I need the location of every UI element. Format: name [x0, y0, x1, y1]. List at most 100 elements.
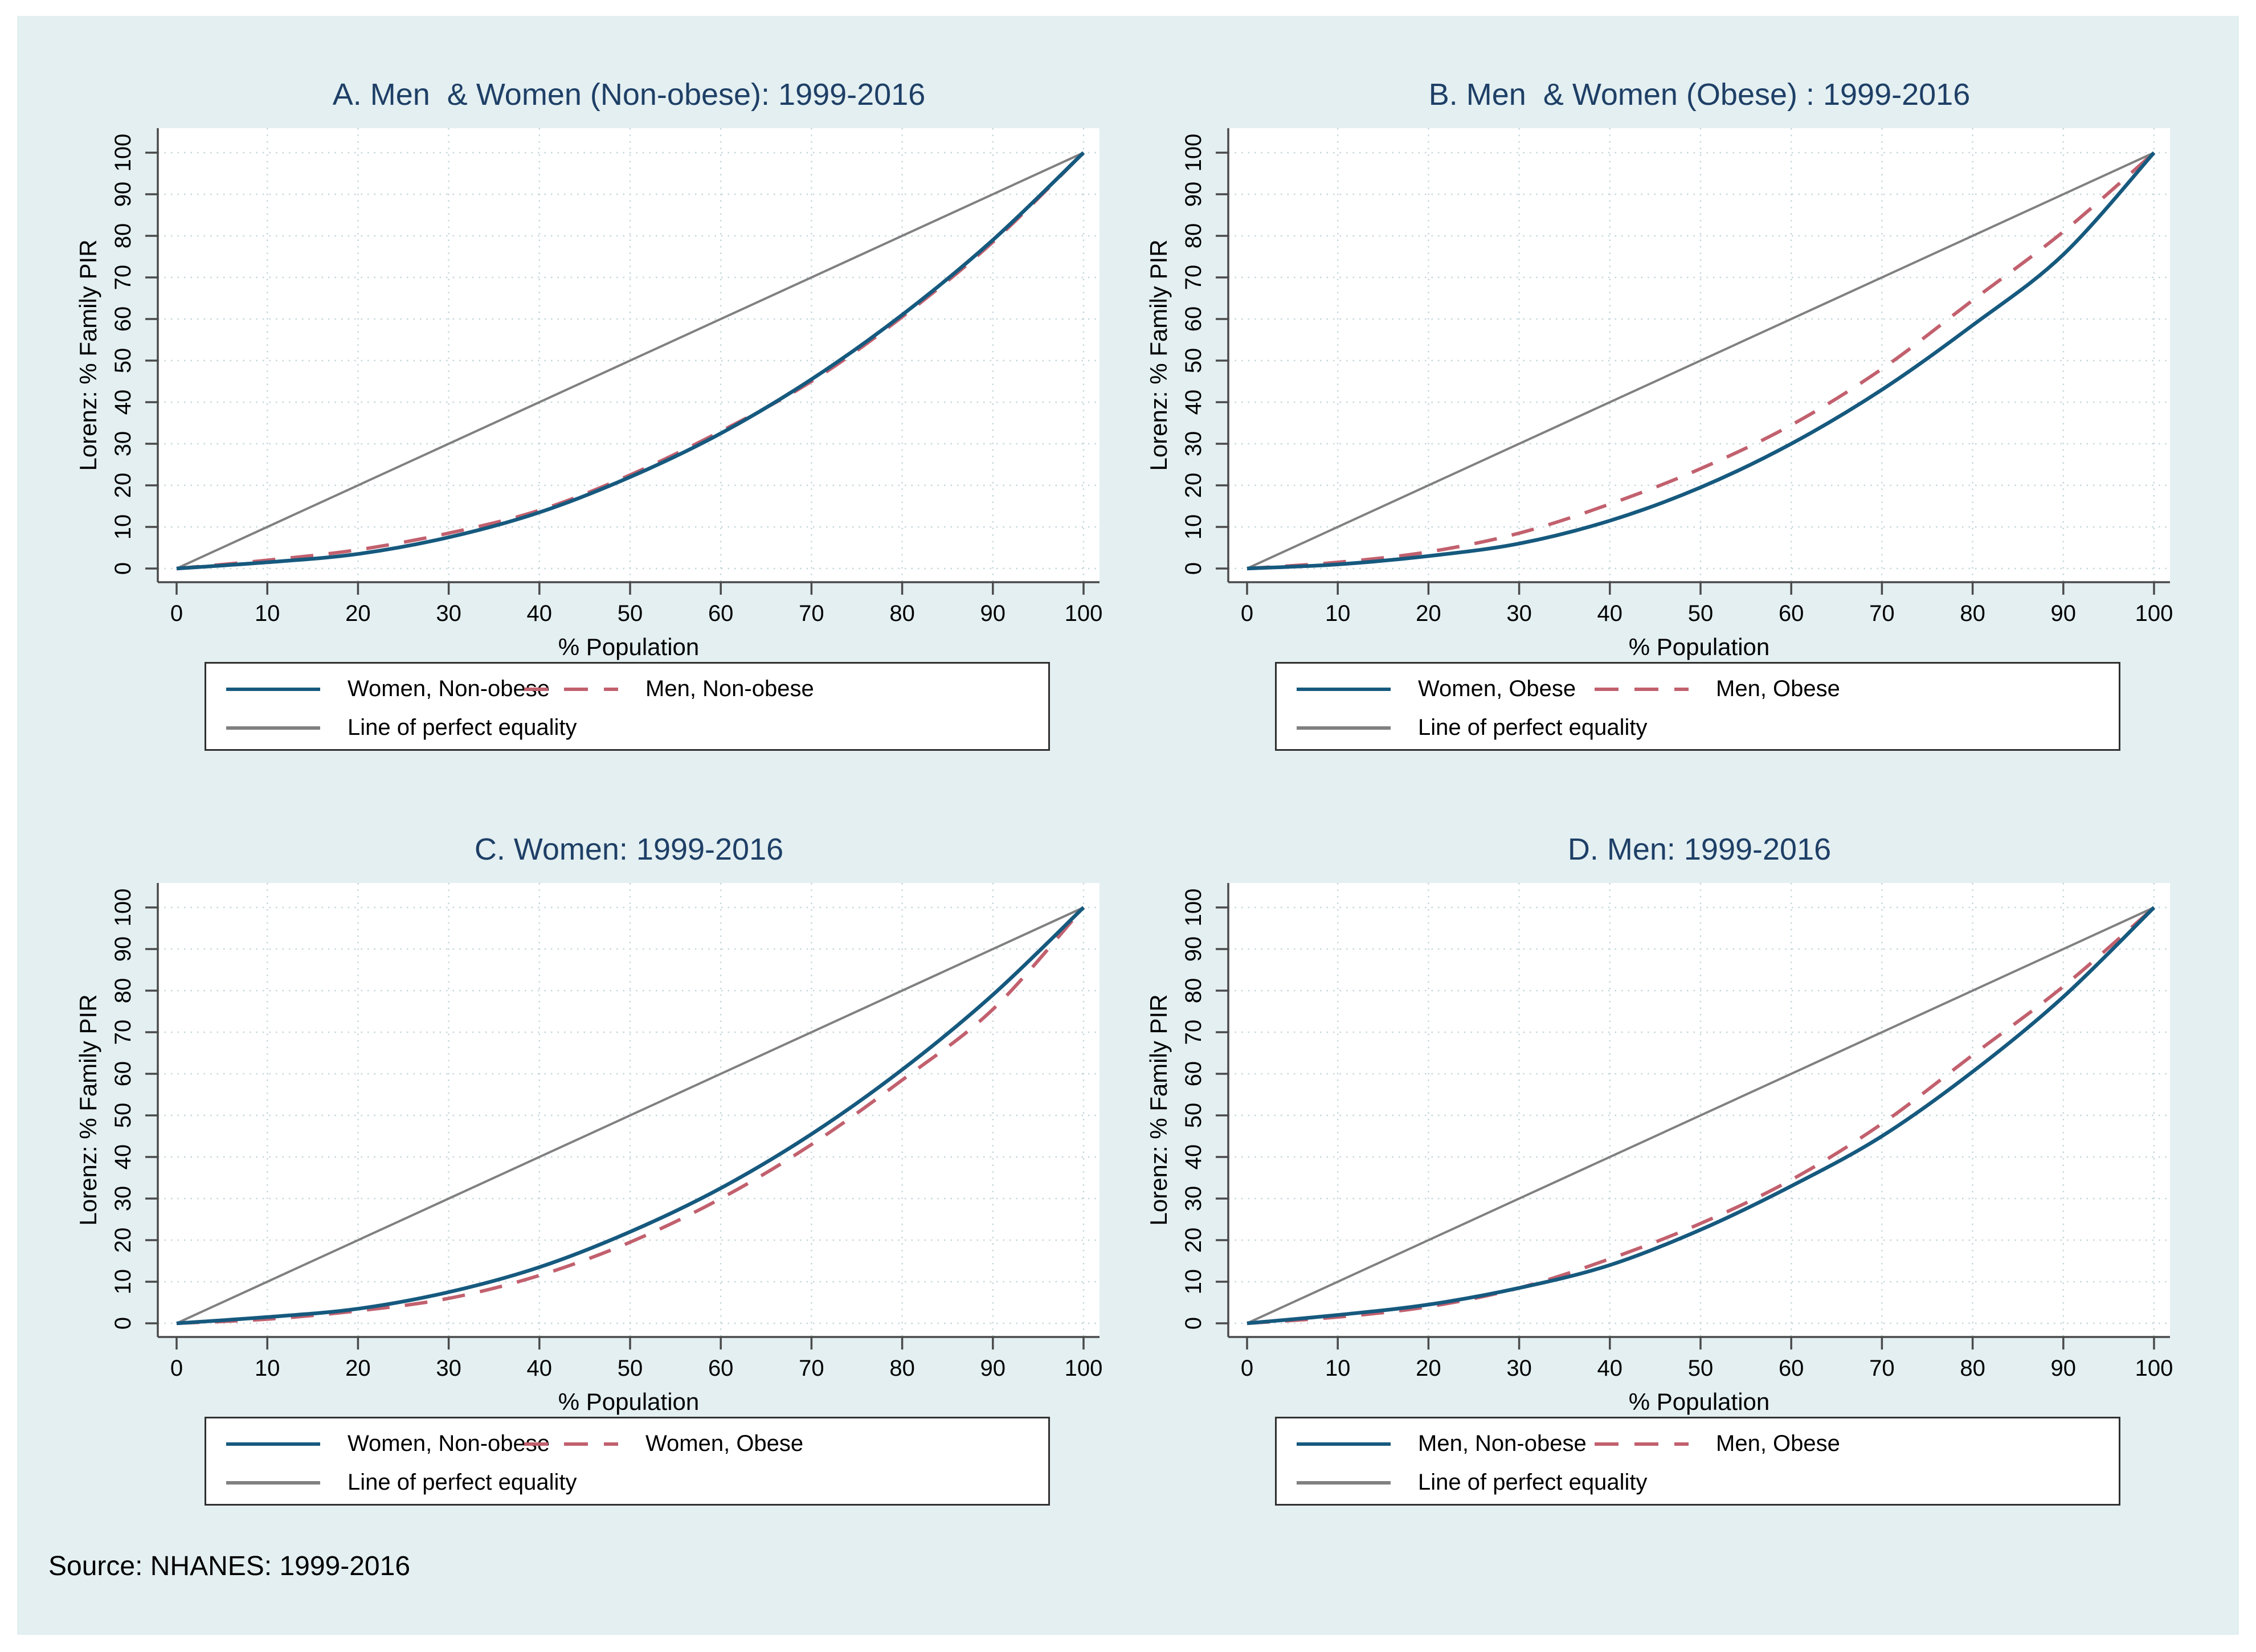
axes	[1216, 883, 2170, 1350]
y-tick-label: 30	[111, 431, 136, 457]
x-tick-label: 30	[436, 601, 461, 626]
y-tick-label: 80	[111, 978, 136, 1004]
y-tick-label: 30	[1181, 431, 1206, 457]
y-tick-label: 70	[1181, 1020, 1206, 1045]
x-tick-label: 0	[170, 601, 183, 626]
panel-b: B. Men & Women (Obese) : 1999-2016 0 10 20…	[1137, 77, 2208, 789]
solid-line-sample-icon	[1297, 726, 1391, 730]
equality-line	[176, 152, 1084, 570]
x-tick-label: 60	[1779, 1356, 1804, 1381]
plot-area	[1228, 128, 2170, 582]
legend-label: Line of perfect equality	[348, 1470, 577, 1495]
panel-a-title: A. Men & Women (Non-obese): 1999-2016	[332, 77, 926, 112]
y-axis-title: Lorenz: % Family PIR	[75, 994, 101, 1225]
x-tick-label: 50	[618, 601, 643, 626]
x-tick-label: 20	[345, 1356, 371, 1381]
y-tick-label: 20	[111, 1228, 136, 1253]
series-line-1	[176, 906, 1085, 1325]
plot-area	[158, 128, 1100, 582]
legend-item: Men, Non-obese	[1297, 1431, 1587, 1457]
y-tick-label: 80	[111, 223, 136, 249]
y-tick-label: 0	[1181, 562, 1206, 575]
legend-item: Men, Obese	[1595, 1431, 1840, 1457]
x-tick-label: 80	[889, 1356, 915, 1381]
x-tick-label: 90	[980, 601, 1006, 626]
x-tick-label: 20	[1416, 1356, 1441, 1381]
y-tick-label: 0	[111, 562, 136, 575]
x-tick-label: 30	[1506, 1356, 1532, 1381]
y-axis-title: Lorenz: % Family PIR	[1145, 239, 1172, 471]
legend-item: Women, Obese	[524, 1431, 803, 1457]
solid-line-sample-icon	[226, 1481, 320, 1485]
y-tick-label: 0	[111, 1317, 136, 1330]
legend-label: Women, Non-obese	[348, 676, 550, 701]
legend-item: Line of perfect equality	[226, 1470, 577, 1495]
x-tick-label: 10	[1325, 1356, 1351, 1381]
x-tick-label: 30	[436, 1356, 461, 1381]
lorenz-chart-c: 0 10 20 30 40 50 60 70 80 90 100 0 10 20 30 40 50 60 70 80 9…	[75, 883, 1103, 1415]
y-tick-label: 100	[1181, 134, 1206, 172]
y-tick-label: 60	[1181, 306, 1206, 332]
y-tick-label: 100	[111, 889, 136, 927]
y-axis-title: Lorenz: % Family PIR	[1145, 994, 1172, 1225]
x-tick-label: 10	[255, 601, 280, 626]
legend-item: Men, Obese	[1595, 676, 1840, 702]
y-tick-label: 100	[111, 134, 136, 172]
series-line-1	[1246, 906, 2155, 1325]
y-tick-label: 50	[111, 1103, 136, 1128]
x-tick-label: 10	[1325, 601, 1351, 626]
x-tick-label: 60	[708, 601, 734, 626]
y-tick-label: 20	[1181, 473, 1206, 498]
solid-line-sample-icon	[226, 1442, 320, 1446]
x-tick-label: 40	[1597, 1356, 1623, 1381]
equality-line	[176, 906, 1084, 1324]
x-tick-label: 50	[618, 1356, 643, 1381]
x-tick-label: 70	[799, 601, 824, 626]
x-axis-title: % Population	[558, 633, 700, 660]
y-tick-label: 90	[111, 937, 136, 962]
axes	[145, 883, 1100, 1350]
x-tick-label: 80	[1960, 601, 1985, 626]
legend-label: Women, Obese	[1418, 676, 1576, 701]
legend-item: Women, Non-obese	[226, 676, 550, 702]
legend-b: Women, Obese Men, Obese Line of perfect …	[1275, 662, 2120, 751]
x-tick-label: 20	[1416, 601, 1441, 626]
legend-label: Line of perfect equality	[1418, 1470, 1648, 1495]
y-tick-label: 50	[1181, 348, 1206, 374]
series-line-0	[176, 151, 1085, 571]
x-tick-label: 70	[799, 1356, 824, 1381]
panel-d-title: D. Men: 1999-2016	[1567, 832, 1832, 866]
x-tick-label: 100	[1065, 1356, 1103, 1381]
x-tick-label: 0	[1241, 1356, 1253, 1381]
y-tick-label: 10	[1181, 514, 1206, 540]
x-tick-label: 30	[1506, 601, 1532, 626]
series-line-0	[1246, 151, 2156, 571]
y-tick-label: 10	[111, 514, 136, 540]
y-tick-label: 30	[111, 1186, 136, 1212]
y-tick-label: 40	[1181, 1144, 1206, 1170]
lorenz-chart-b: 0 10 20 30 40 50 60 70 80 90 100 0 10 20 30 40 50 60 70 80 9…	[1145, 128, 2173, 660]
x-tick-label: 40	[1597, 601, 1623, 626]
x-tick-label: 10	[255, 1356, 280, 1381]
legend-label: Women, Obese	[645, 1431, 804, 1456]
legend-label: Men, Non-obese	[1418, 1431, 1587, 1456]
legend-label: Women, Non-obese	[348, 1431, 550, 1456]
panel-b-title: B. Men & Women (Obese) : 1999-2016	[1428, 77, 1971, 112]
y-tick-label: 90	[111, 182, 136, 207]
y-tick-label: 100	[1181, 889, 1206, 927]
y-tick-label: 30	[1181, 1186, 1206, 1212]
y-tick-label: 40	[1181, 390, 1206, 415]
legend-item: Line of perfect equality	[226, 715, 577, 741]
plot-area	[158, 883, 1100, 1337]
x-tick-label: 0	[1241, 601, 1253, 626]
series-line-0	[176, 906, 1085, 1326]
dashed-line-sample-icon	[524, 1442, 618, 1446]
x-tick-label: 40	[527, 601, 553, 626]
lorenz-chart-d: 0 10 20 30 40 50 60 70 80 90 100 0 10 20 30 40 50 60 70 80 9…	[1145, 883, 2173, 1415]
legend-label: Line of perfect equality	[1418, 715, 1648, 740]
legend-label: Men, Non-obese	[645, 676, 814, 701]
y-tick-label: 70	[1181, 265, 1206, 291]
y-tick-label: 60	[111, 1061, 136, 1087]
x-axis-title: % Population	[558, 1388, 700, 1415]
